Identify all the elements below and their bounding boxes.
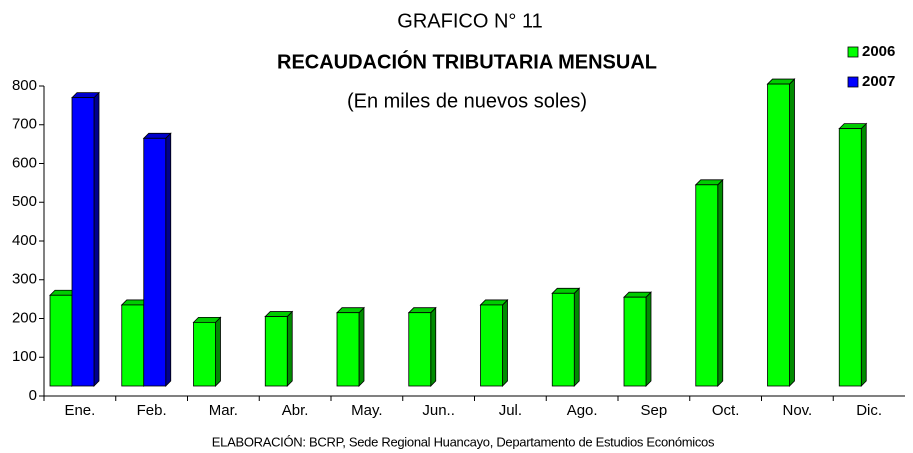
x-tick-label: Nov.: [783, 402, 813, 419]
bar: [838, 128, 862, 387]
bar-top: [192, 316, 222, 323]
y-tick-label: 300: [12, 271, 37, 288]
bar-side: [430, 306, 437, 387]
bar-side: [789, 78, 795, 387]
x-tick-label: Mar.: [209, 402, 238, 419]
bar-top: [838, 123, 868, 130]
bar-side: [717, 178, 724, 387]
bar-top: [551, 287, 581, 294]
bar-top: [336, 307, 365, 314]
bar-side: [645, 291, 652, 387]
y-tick-label: 100: [12, 348, 37, 365]
x-tick-label: Abr.: [282, 402, 309, 419]
legend-label: 2006: [862, 43, 895, 60]
bar: [623, 296, 647, 387]
source-note: ELABORACIÓN: BCRP, Sede Regional Huancay…: [212, 434, 715, 449]
bar-top: [479, 299, 509, 306]
x-tick-label: Oct.: [712, 402, 740, 419]
x-tick-label: Feb.: [137, 402, 167, 419]
bar-top: [142, 132, 172, 139]
bar: [71, 97, 95, 387]
bar: [551, 292, 575, 387]
y-tick-label: 400: [12, 232, 37, 249]
chart-title: GRAFICO N° 11: [397, 10, 542, 32]
x-tick-label: Jul.: [499, 402, 522, 419]
legend-swatch: [847, 46, 859, 58]
bar: [480, 304, 503, 387]
bar: [121, 304, 145, 387]
x-tick-label: Ene.: [64, 402, 95, 419]
legend-swatch: [847, 76, 859, 88]
bar: [143, 137, 167, 387]
y-tick-label: 800: [12, 77, 37, 94]
y-tick-label: 700: [12, 116, 37, 133]
y-tick-label: 200: [12, 309, 37, 326]
x-tick-label: Sep: [641, 402, 668, 419]
bar-side: [286, 310, 293, 387]
bar: [264, 316, 288, 387]
x-tick-label: Ago.: [567, 402, 598, 419]
bar-side: [358, 306, 365, 387]
bar: [193, 321, 216, 387]
bar-side: [165, 132, 172, 387]
x-tick-label: Dic.: [856, 402, 882, 419]
bar-top: [71, 92, 100, 99]
bar: [767, 83, 790, 387]
bar: [336, 312, 360, 387]
x-tick-label: May.: [351, 402, 382, 419]
bar-side: [860, 122, 867, 387]
legend-label: 2007: [862, 73, 895, 90]
bar-side: [573, 287, 580, 387]
x-tick-label: Jun..: [422, 402, 455, 419]
bar: [695, 184, 719, 387]
bar-side: [502, 298, 508, 387]
bar-top: [694, 179, 724, 186]
unit-note: (En miles de nuevos soles): [347, 90, 587, 112]
bar-top: [766, 78, 796, 85]
bar-top: [623, 291, 652, 298]
chart-subtitle: RECAUDACIÓN TRIBUTARIA MENSUAL: [277, 49, 657, 73]
bar: [408, 312, 432, 387]
y-tick-label: 0: [29, 387, 37, 404]
bar-side: [215, 316, 221, 387]
y-tick-label: 500: [12, 193, 37, 210]
bar-top: [264, 311, 294, 317]
bar: [49, 294, 73, 387]
bar-side: [93, 91, 100, 387]
y-tick-label: 600: [12, 154, 37, 171]
bar-top: [407, 307, 437, 314]
